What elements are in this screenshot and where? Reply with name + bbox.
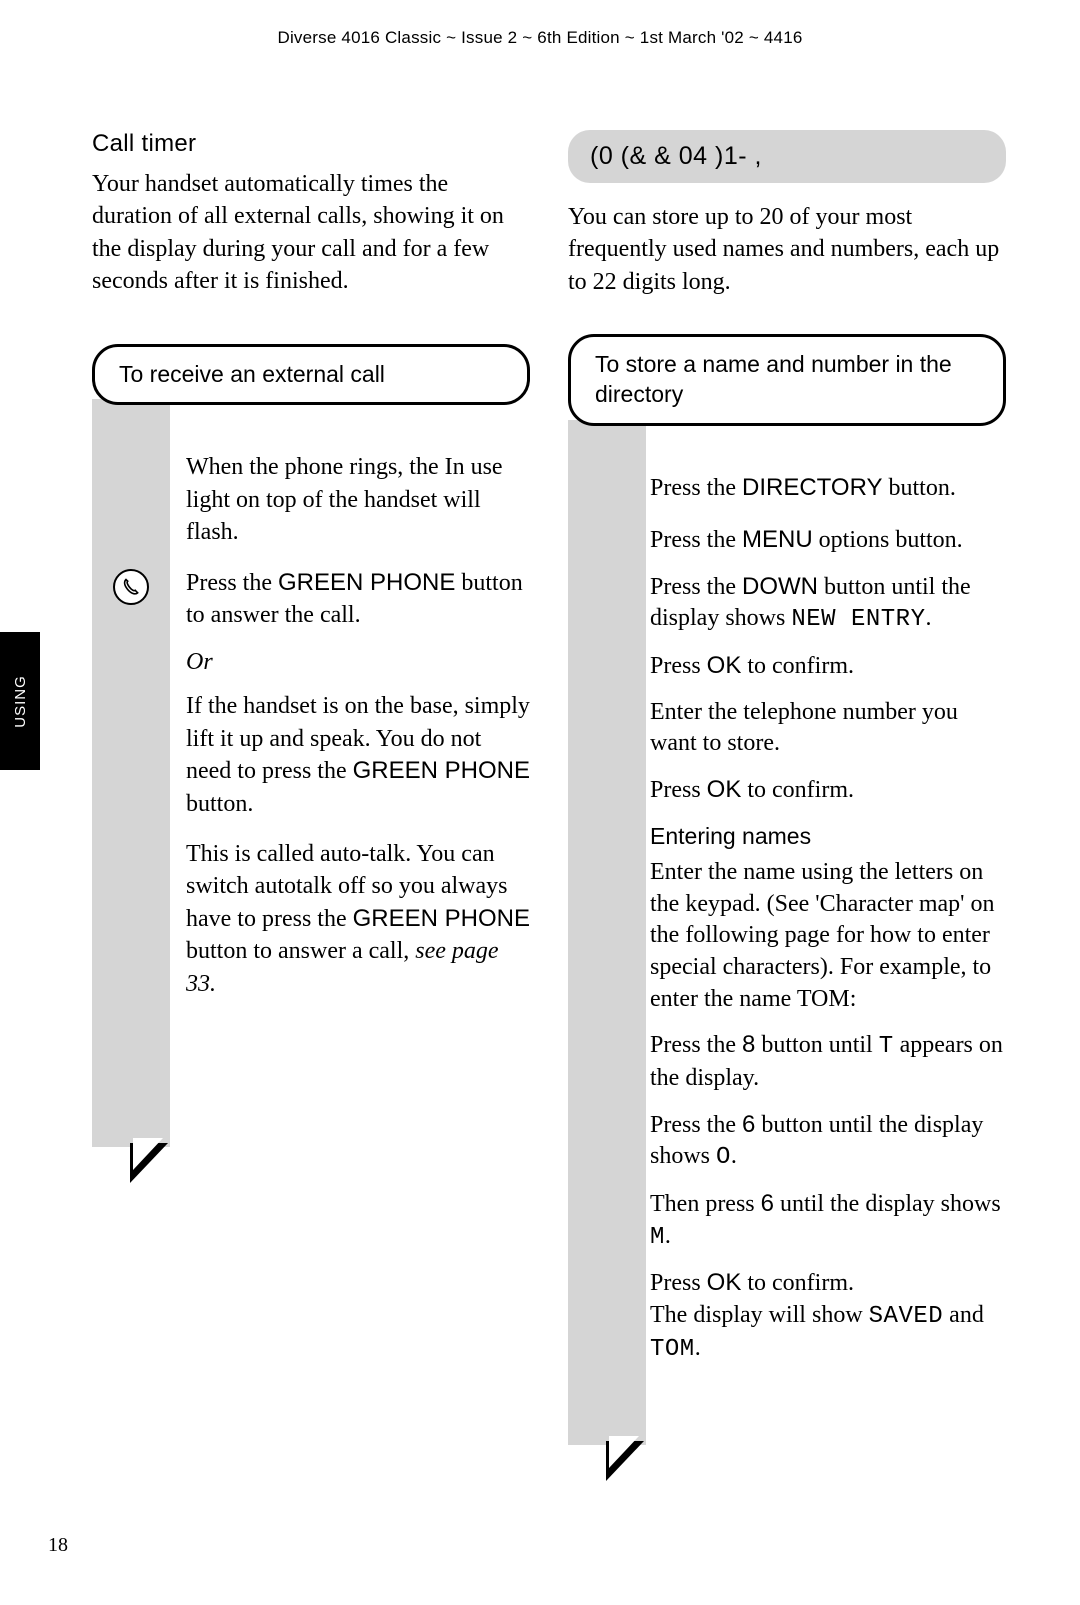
- icon-strip: [568, 420, 646, 1445]
- callout-header: To receive an external call: [92, 344, 530, 406]
- document-header: Diverse 4016 Classic ~ Issue 2 ~ 6th Edi…: [0, 28, 1080, 48]
- step-ok-2: Press OK to confirm.: [650, 774, 1006, 807]
- step-ok-1: Press OK to confirm.: [650, 650, 1006, 683]
- entering-names-subhead: Entering names: [650, 821, 1006, 851]
- steps-right: Press the DIRECTORY button. Press the ME…: [646, 420, 1006, 1445]
- step-ok-final: Press OK to confirm. The display will sh…: [650, 1267, 1006, 1365]
- left-column: Call timer Your handset automatically ti…: [92, 130, 530, 1147]
- step-press-directory: Press the DIRECTORY button.: [650, 472, 1006, 505]
- page-number: 18: [48, 1534, 68, 1557]
- section-tab-label: USING: [12, 675, 29, 728]
- directory-intro: You can store up to 20 of your most freq…: [568, 201, 1006, 298]
- callout-receive-call: To receive an external call When the pho…: [92, 344, 530, 1148]
- step-press-8: Press the 8 button until T appears on th…: [650, 1029, 1006, 1094]
- call-timer-title: Call timer: [92, 130, 530, 158]
- callout-store-name: To store a name and number in the direct…: [568, 334, 1006, 1445]
- step-press-6-o: Press the 6 button until the display sho…: [650, 1109, 1006, 1174]
- step-enter-name: Enter the name using the letters on the …: [650, 857, 1006, 1015]
- step-press-menu: Press the MENU options button.: [650, 524, 1006, 557]
- step-answer: Press the GREEN PHONE button to answer t…: [186, 567, 530, 632]
- section-heading-pill: (0 (& & 04 )1- ,: [568, 130, 1006, 183]
- step-press-6-m: Then press 6 until the display shows M.: [650, 1188, 1006, 1253]
- step-enter-number: Enter the telephone number you want to s…: [650, 697, 1006, 760]
- step-ring: When the phone rings, the In use light o…: [186, 451, 530, 548]
- step-autotalk: This is called auto-talk. You can switch…: [186, 838, 530, 1000]
- step-press-down: Press the DOWN button until the display …: [650, 571, 1006, 636]
- section-tab: USING: [0, 632, 40, 770]
- steps-left: When the phone rings, the In use light o…: [170, 399, 530, 1147]
- or-label: Or: [186, 649, 530, 676]
- right-column: (0 (& & 04 )1- , You can store up to 20 …: [568, 130, 1006, 1445]
- step-lift: If the handset is on the base, simply li…: [186, 690, 530, 820]
- call-timer-body: Your handset automatically times the dur…: [92, 168, 530, 298]
- callout-header: To store a name and number in the direct…: [568, 334, 1006, 426]
- phone-icon: [113, 569, 149, 605]
- icon-strip: [92, 399, 170, 1147]
